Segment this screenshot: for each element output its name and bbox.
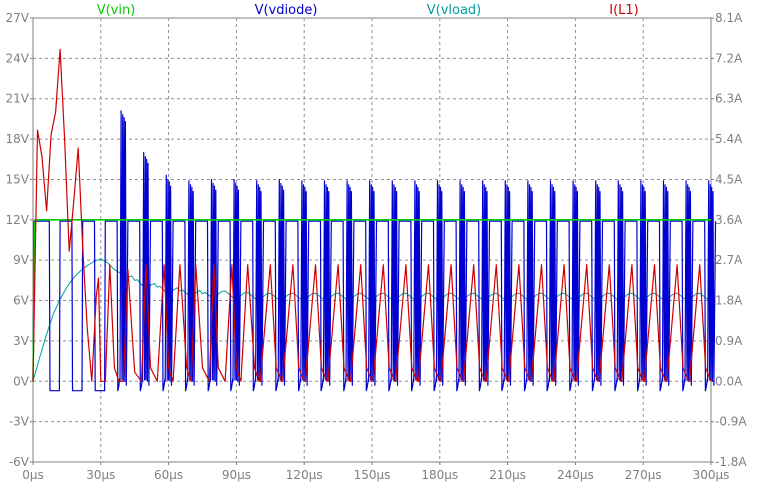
right-tick-label: 0.9A [715,334,743,348]
right-tick-label: -0.9A [715,415,747,429]
x-tick-label: 210µs [489,468,526,482]
right-tick-label: 8.1A [715,11,743,25]
right-axis-ticks: -1.8A -0.9A 0.0A 0.9A 1.8A 2.7A 3.6A 4.5A 5.4A 6.… [711,11,747,469]
left-tick-label: 12V [6,213,30,227]
left-tick-label: -3V [9,415,30,429]
right-tick-label: 5.4A [715,132,743,146]
x-tick-label: 150µs [354,468,391,482]
left-tick-label: -6V [9,455,30,469]
legend: V(vin) V(vdiode) V(vload) I(L1) [97,3,639,18]
right-tick-label: 2.7A [715,253,743,267]
right-tick-label: 6.3A [715,92,743,106]
traces [32,48,717,392]
left-tick-label: 6V [13,294,30,308]
legend-label-vload[interactable]: V(vload) [427,3,482,18]
right-tick-label: -1.8A [715,455,747,469]
left-tick-label: 18V [6,132,30,146]
x-tick-label: 180µs [421,468,458,482]
legend-label-il1[interactable]: I(L1) [609,3,639,18]
legend-label-vdiode[interactable]: V(vdiode) [255,3,318,18]
left-tick-label: 15V [6,172,30,186]
left-tick-label: 9V [13,253,30,267]
left-axis-ticks: -6V -3V 0V 3V 6V 9V 12V 15V 18V 21V 24V 27V [6,11,33,469]
x-tick-label: 0µs [22,468,44,482]
x-tick-label: 270µs [625,468,662,482]
left-tick-label: 21V [6,92,30,106]
left-tick-label: 3V [13,334,30,348]
x-axis-ticks: 0µs 30µs 60µs 90µs 120µs 150µs 180µs 210µs 240µs… [22,462,729,482]
x-tick-label: 90µs [222,468,251,482]
x-tick-label: 60µs [154,468,183,482]
x-tick-label: 30µs [86,468,115,482]
series-line-il1[interactable] [32,48,712,382]
right-tick-label: 0.0A [715,374,743,388]
left-tick-label: 27V [6,11,30,25]
right-tick-label: 3.6A [715,213,743,227]
left-tick-label: 24V [6,51,30,65]
x-tick-label: 300µs [693,468,730,482]
left-tick-label: 0V [13,374,30,388]
right-tick-label: 4.5A [715,172,743,186]
legend-label-vin[interactable]: V(vin) [97,3,136,18]
right-tick-label: 7.2A [715,51,743,65]
x-tick-label: 120µs [286,468,323,482]
right-tick-label: 1.8A [715,294,743,308]
x-tick-label: 240µs [557,468,594,482]
series-line-vdiode[interactable] [32,110,717,392]
